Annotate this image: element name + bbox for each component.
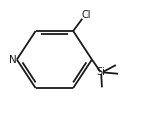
Text: N: N	[9, 55, 16, 65]
Text: Si: Si	[97, 67, 106, 77]
Text: Cl: Cl	[81, 10, 91, 20]
